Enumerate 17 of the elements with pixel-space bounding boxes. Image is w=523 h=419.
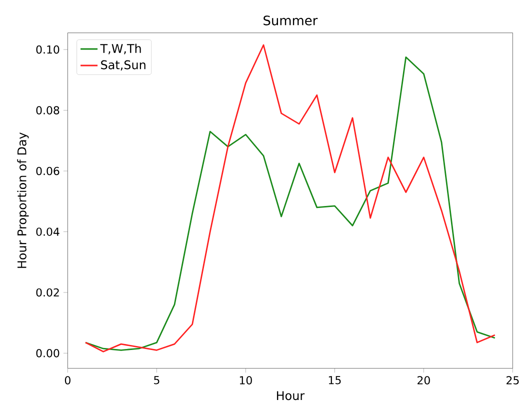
x-tick-label: 0 <box>64 376 70 384</box>
x-axis-title: Hour <box>276 391 305 400</box>
x-tick-label: 15 <box>328 376 341 384</box>
x-tick-label: 5 <box>154 376 160 384</box>
y-tick-label: 0.00 <box>36 348 60 358</box>
y-tick-label: 0.08 <box>36 106 60 114</box>
y-tick-label: 0.02 <box>36 288 59 297</box>
x-tick-label: 10 <box>240 376 252 384</box>
legend-label: T,W,Th <box>100 44 141 54</box>
y-tick-label: 0.10 <box>36 45 60 54</box>
chart-title: Summer <box>264 16 318 26</box>
y-tick-label: 0.04 <box>36 228 60 236</box>
legend-label: Sat,Sun <box>101 60 146 70</box>
y-axis-title: Hour Proportion of Day <box>17 132 29 268</box>
x-tick-label: 20 <box>418 376 430 384</box>
y-tick-label: 0.06 <box>36 166 60 176</box>
x-tick-label: 25 <box>506 376 519 384</box>
